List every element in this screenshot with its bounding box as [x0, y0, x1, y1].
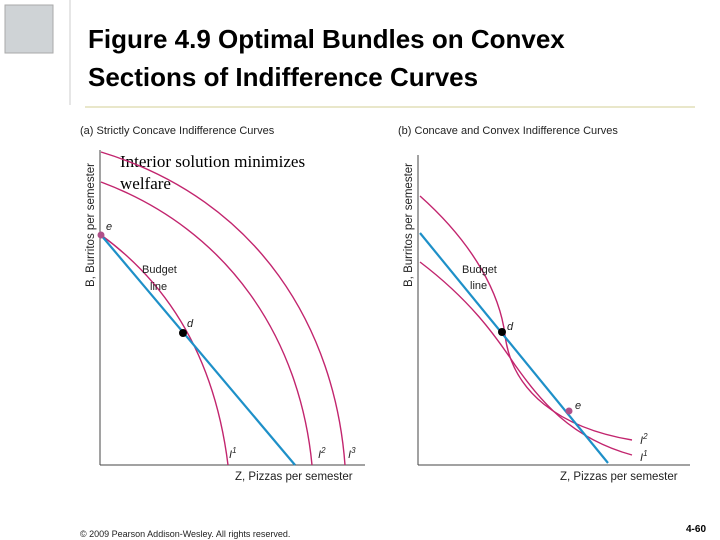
x-axis-label: Z, Pizzas per semester: [235, 471, 353, 483]
point-e: [97, 231, 105, 239]
indifference-curve: [100, 234, 229, 466]
indifference-curve: [100, 181, 313, 466]
budget-label: Budget: [142, 264, 177, 276]
logo-cube: [4, 4, 54, 54]
budget-label: line: [150, 281, 167, 293]
panel-title: (b) Concave and Convex Indifference Curv…: [398, 125, 618, 137]
curve-name: I: [640, 452, 643, 464]
curve-label: I2: [318, 446, 326, 461]
curve-sup: 3: [351, 446, 356, 455]
budget-label: Budget: [462, 264, 497, 276]
x-axis-label: Z, Pizzas per semester: [560, 471, 678, 483]
curve-label: I1: [640, 449, 648, 464]
curve-sup: 2: [320, 446, 326, 455]
point-label: d: [187, 318, 194, 330]
annotation: welfare: [120, 174, 171, 193]
point-label: e: [106, 221, 112, 233]
point-label: e: [575, 400, 581, 412]
title-line: Figure 4.9 Optimal Bundles on Convex: [88, 24, 565, 54]
point-d: [498, 328, 506, 336]
curve-label: I1: [229, 446, 237, 461]
indifference-curve: [419, 195, 633, 441]
page-number: 4-60: [686, 524, 706, 535]
title-line: Sections of Indifference Curves: [88, 62, 478, 92]
curve-sup: 1: [643, 449, 647, 458]
indifference-curve: [100, 151, 346, 466]
curve-sup: 2: [642, 432, 648, 441]
point-d: [179, 329, 187, 337]
point-label: d: [507, 321, 514, 333]
curve-name: I: [348, 449, 351, 461]
y-axis-label: B, Burritos per semester: [403, 163, 415, 287]
curve-label: I3: [348, 446, 356, 461]
panel-a: (a) Strictly Concave Indifference Curves…: [80, 125, 365, 483]
copyright: © 2009 Pearson Addison-Wesley. All right…: [80, 529, 290, 539]
y-axis-label: B, Burritos per semester: [85, 163, 97, 287]
annotation: Interior solution minimizes: [120, 152, 305, 171]
curve-name: I: [640, 435, 643, 447]
curve-name: I: [318, 449, 321, 461]
budget-label: line: [470, 280, 487, 292]
curve-label: I2: [640, 432, 648, 447]
point-e: [565, 407, 573, 415]
budget-line: [419, 232, 609, 464]
panel-b: (b) Concave and Convex Indifference Curv…: [398, 125, 690, 483]
panel-title: (a) Strictly Concave Indifference Curves: [80, 125, 275, 137]
curve-sup: 1: [232, 446, 236, 455]
curve-name: I: [229, 449, 232, 461]
budget-line: [100, 234, 296, 466]
